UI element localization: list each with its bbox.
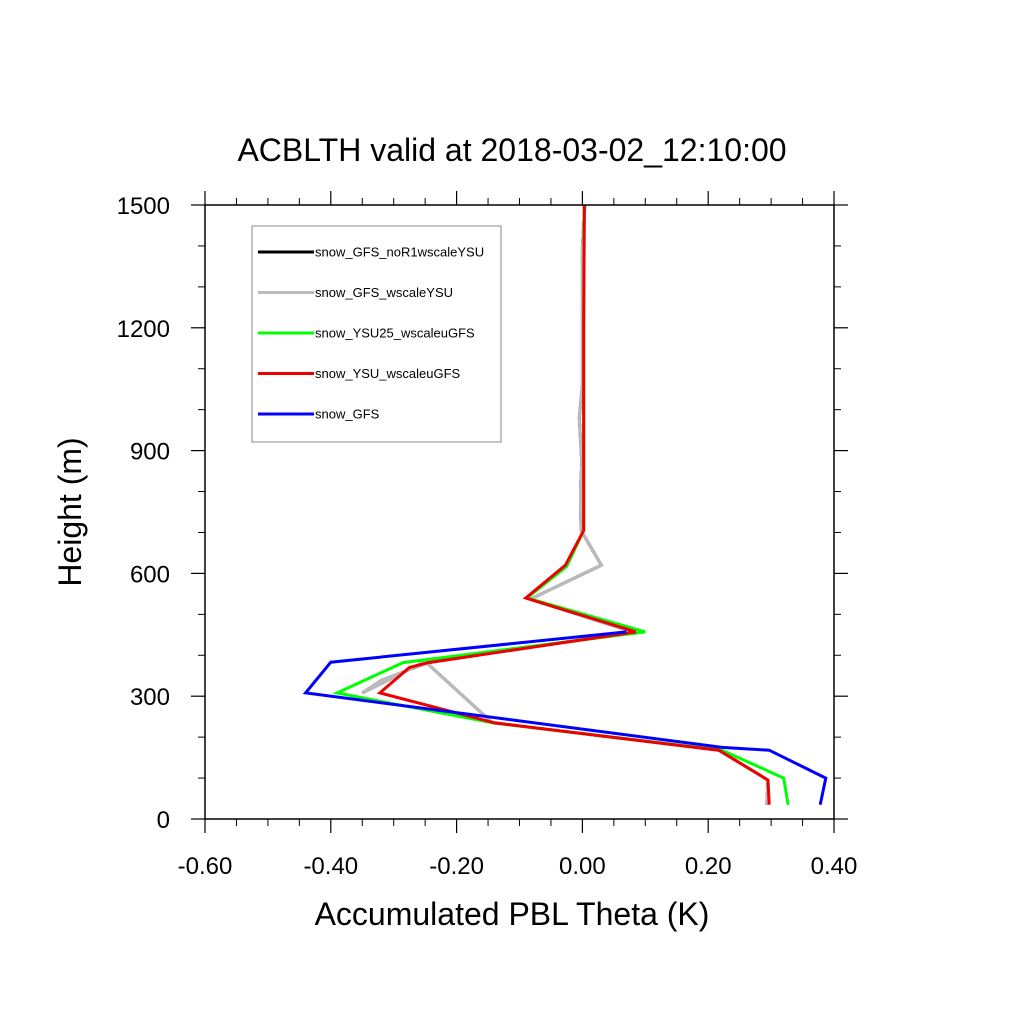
x-tick-label: -0.60 [178, 853, 233, 880]
y-tick-label: 1200 [117, 316, 170, 343]
y-tick-label: 1500 [117, 193, 170, 220]
x-tick-label: -0.20 [429, 853, 484, 880]
y-tick-label: 600 [130, 561, 170, 588]
x-tick-label: 0.40 [811, 853, 858, 880]
y-tick-label: 300 [130, 684, 170, 711]
series-line-5 [302, 630, 828, 806]
ticks-group: -0.60 -0.40 -0.20 0.00 0.20 0.40 0 300 600 900 120… [117, 191, 858, 880]
x-axis-label: Accumulated PBL Theta (K) [315, 896, 710, 932]
legend-label-5: snow_GFS [315, 407, 380, 422]
y-axis-label: Height (m) [52, 437, 88, 586]
x-tick-label: 0.00 [559, 853, 606, 880]
legend-label-4: snow_YSU_wscaleuGFS [315, 366, 461, 381]
legend-label-3: snow_YSU25_wscaleuGFS [315, 326, 475, 341]
y-tick-label: 0 [157, 807, 170, 834]
y-tick-label: 900 [130, 439, 170, 466]
series-group [302, 204, 828, 806]
series-line-4 [376, 204, 771, 805]
chart-title: ACBLTH valid at 2018-03-02_12:10:00 [237, 132, 786, 168]
x-tick-label: -0.40 [303, 853, 358, 880]
x-tick-label: 0.20 [685, 853, 732, 880]
legend: snow_GFS_noR1wscaleYSU snow_GFS_wscaleYSU… [251, 225, 502, 443]
legend-label-2: snow_GFS_wscaleYSU [315, 285, 453, 300]
legend-label-1: snow_GFS_noR1wscaleYSU [315, 245, 484, 260]
plot-area: -0.60 -0.40 -0.20 0.00 0.20 0.40 0 300 600 900 120… [117, 191, 858, 880]
